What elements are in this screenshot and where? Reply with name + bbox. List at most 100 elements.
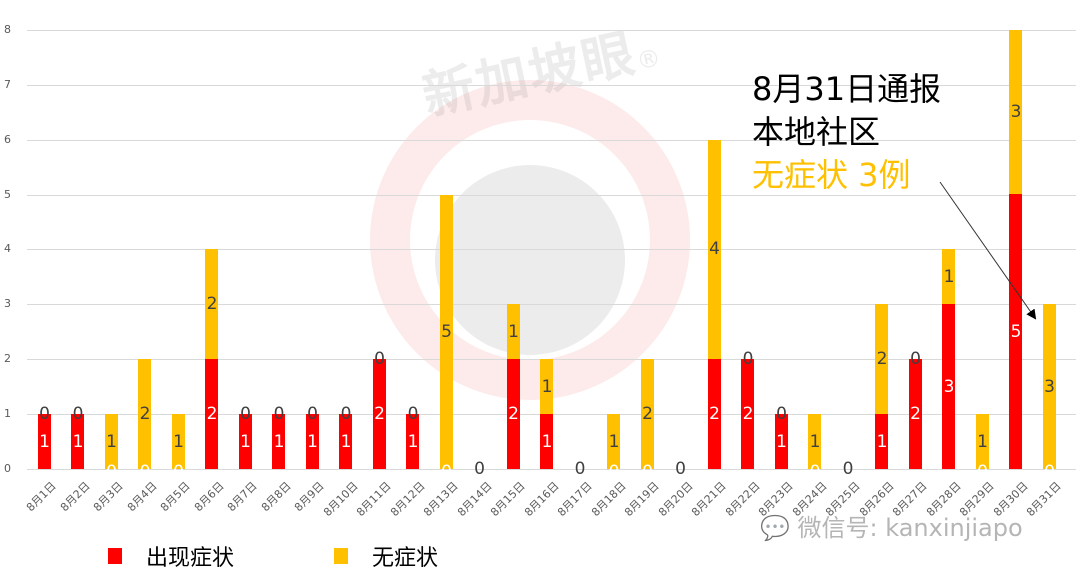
y-tick-label: 0 [4, 462, 11, 475]
data-label: 0 [776, 404, 787, 425]
data-label: 1 [943, 266, 955, 287]
legend-label: 无症状 [372, 546, 439, 571]
legend-item-symptomatic: 出现症状 [108, 540, 234, 572]
y-tick-label: 6 [4, 132, 11, 146]
data-label: 0 [139, 461, 151, 482]
wechat-icon: 💬 [760, 514, 790, 542]
bar-segment-symptomatic [908, 359, 922, 469]
data-label: 2 [910, 404, 921, 425]
gridline [27, 194, 1076, 196]
data-label: 1 [72, 431, 84, 452]
data-label: 0 [1044, 461, 1055, 482]
bar-segment-symptomatic [205, 359, 218, 469]
data-label: 1 [106, 431, 117, 452]
bar-segment-symptomatic [506, 359, 520, 469]
bar-segment-symptomatic [238, 414, 252, 469]
gridline [27, 249, 1076, 251]
bar-segment-asymptomatic [875, 304, 888, 415]
data-label: 0 [608, 461, 620, 482]
annotation-line3: 无症状 3例 [752, 156, 911, 194]
bar-segment-symptomatic [707, 359, 721, 469]
gridline [27, 29, 1076, 31]
data-label: 1 [541, 376, 553, 397]
bar-segment-symptomatic [305, 414, 319, 469]
bar-segment-asymptomatic [138, 359, 151, 469]
bar-segment-asymptomatic [506, 304, 520, 360]
data-label: 0 [675, 459, 686, 479]
data-label: 0 [340, 404, 352, 425]
data-label: 3 [943, 376, 955, 397]
bar-segment-asymptomatic [942, 249, 955, 305]
data-label: 0 [307, 404, 318, 425]
y-tick-label: 4 [4, 242, 11, 256]
gridline [27, 84, 1076, 86]
data-label: 1 [240, 431, 251, 452]
bar-segment-asymptomatic [104, 414, 118, 469]
data-label: 2 [642, 404, 653, 425]
data-label: 1 [39, 431, 50, 452]
data-label: 5 [1010, 321, 1022, 342]
data-label: 0 [809, 461, 821, 482]
bar-segment-symptomatic [741, 359, 754, 469]
legend-label: 出现症状 [146, 546, 235, 571]
bar-segment-symptomatic [372, 359, 386, 469]
data-label: 1 [977, 431, 988, 452]
data-label: 0 [842, 459, 854, 479]
data-label: 5 [441, 321, 452, 342]
data-label: 1 [776, 431, 787, 452]
bar-segment-symptomatic [339, 414, 352, 469]
data-label: 0 [977, 461, 988, 482]
data-label: 1 [809, 431, 821, 452]
y-tick-label: 7 [4, 77, 11, 91]
data-label: 4 [709, 239, 720, 260]
bar-segment-symptomatic [942, 304, 955, 469]
data-label: 1 [307, 431, 318, 452]
bar-segment-symptomatic [37, 414, 51, 469]
data-label: 2 [508, 404, 519, 425]
bar-segment-asymptomatic [808, 414, 821, 469]
y-tick-label: 5 [4, 187, 11, 201]
data-label: 0 [72, 404, 84, 425]
legend-swatch-red [108, 548, 122, 564]
data-label: 1 [608, 431, 620, 452]
data-label: 2 [876, 349, 888, 370]
data-label: 0 [374, 349, 385, 370]
bar-segment-asymptomatic [707, 139, 721, 360]
data-label: 0 [574, 459, 586, 479]
data-label: 1 [876, 431, 888, 452]
y-tick-label: 3 [4, 297, 11, 311]
legend-item-asymptomatic: 无症状 [334, 540, 438, 572]
data-label: 0 [240, 404, 251, 425]
bar-segment-asymptomatic [540, 359, 553, 415]
data-label: 0 [742, 349, 754, 370]
y-tick-label: 8 [4, 22, 11, 36]
data-label: 2 [139, 404, 151, 425]
bar-segment-symptomatic [406, 414, 419, 469]
bar-segment-symptomatic [875, 414, 888, 469]
data-label: 1 [508, 321, 519, 342]
data-label: 1 [173, 431, 184, 452]
wechat-watermark: 💬 微信号: kanxinjiapo [760, 508, 1023, 543]
gridline [27, 304, 1076, 306]
bar-segment-symptomatic [272, 414, 285, 469]
